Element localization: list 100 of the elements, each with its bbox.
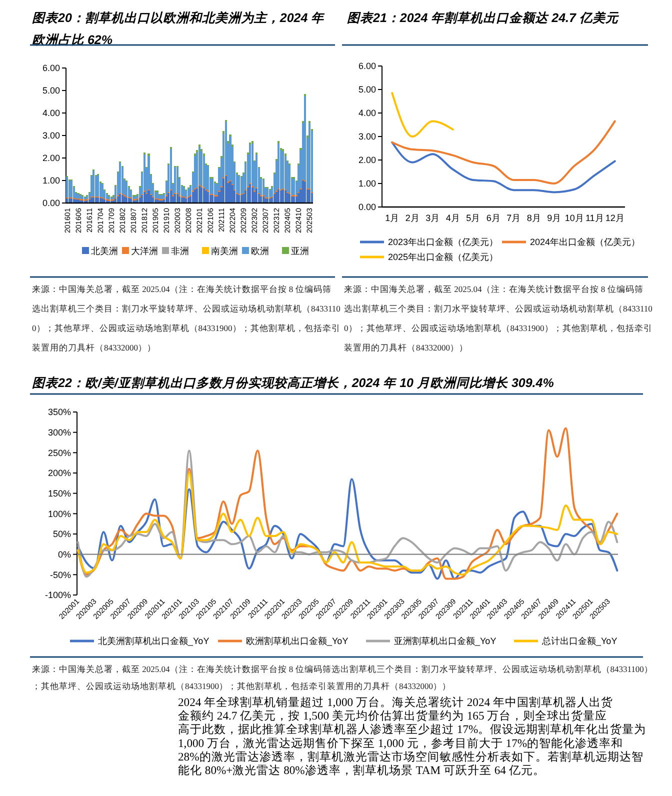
bar xyxy=(273,194,276,203)
y-tick-label: 2.00 xyxy=(42,153,60,164)
y-tick-label: 0.00 xyxy=(42,198,60,208)
chart-title: 图表21：2024 年割草机出口金额达 24.7 亿美元 xyxy=(347,10,620,25)
bar xyxy=(229,136,232,180)
bar xyxy=(106,194,108,200)
bar xyxy=(310,192,313,203)
y-tick-label: 200% xyxy=(48,468,71,478)
bar xyxy=(194,190,196,203)
bar xyxy=(262,179,264,196)
y-tick-label: 4.00 xyxy=(42,108,60,118)
bar xyxy=(308,123,311,188)
bar xyxy=(143,154,146,191)
bar xyxy=(249,144,252,183)
bar xyxy=(202,156,205,188)
bar xyxy=(212,178,214,194)
x-tick-label: 8月 xyxy=(526,213,541,223)
bar xyxy=(242,194,244,203)
source-note: 来源：中国海关总署，截至 2025.04（注：在海关统计数据平台按 8 位编码筛选出割草机三个类目：割刀水平旋转草坪、公园或运动场机动割草机（84331100）；其他草坪、公园或运动场地割草机（84331900）；其他割草机，包括牵引装置用的刀具杆（84332000）） xyxy=(344,284,652,352)
bar xyxy=(280,190,282,203)
bar xyxy=(284,190,286,203)
bar xyxy=(246,187,249,203)
bar xyxy=(205,190,208,203)
bar xyxy=(286,192,289,203)
bar xyxy=(236,194,238,203)
y-tick-label: 150% xyxy=(48,488,71,498)
bar xyxy=(209,195,212,203)
bar xyxy=(68,180,70,198)
bar xyxy=(119,194,122,203)
bar xyxy=(276,192,278,203)
bar xyxy=(231,185,234,203)
bar xyxy=(278,190,280,203)
bar xyxy=(170,190,172,203)
bar xyxy=(284,156,286,190)
bar xyxy=(101,184,104,198)
bar xyxy=(176,167,178,193)
y-tick-label: 350% xyxy=(48,407,71,418)
bar xyxy=(224,176,227,203)
y-tick-label: 2.00 xyxy=(358,155,376,166)
bar xyxy=(185,190,188,198)
line-series xyxy=(391,141,616,194)
bar xyxy=(218,192,220,203)
x-tick-label: 6月 xyxy=(486,213,500,223)
bar xyxy=(192,192,194,203)
bar xyxy=(202,188,205,203)
x-tick-label: 4月 xyxy=(446,213,460,223)
legend-label: 2025年出口金额（亿美元） xyxy=(388,252,498,262)
bar xyxy=(70,180,73,198)
bar xyxy=(97,174,100,196)
y-tick-label: 0% xyxy=(58,549,71,560)
bar xyxy=(196,188,198,203)
x-tick-label: 3月 xyxy=(426,213,440,223)
y-tick-label: 4.00 xyxy=(358,108,376,118)
bar xyxy=(79,195,82,200)
bar xyxy=(176,194,178,203)
x-tick-label: 1月 xyxy=(385,213,400,223)
legend-label: 2024年出口金额（亿美元） xyxy=(530,237,640,248)
x-tick-label: 2月 xyxy=(405,213,420,223)
bar xyxy=(300,148,302,150)
legend-label: 欧洲割草机出口金额_YoY xyxy=(246,636,348,646)
bar xyxy=(194,156,196,188)
bar xyxy=(119,162,122,193)
y-tick-label: 250% xyxy=(48,448,71,458)
bar xyxy=(298,192,300,203)
bar xyxy=(174,167,176,193)
bar xyxy=(278,143,280,188)
bar xyxy=(200,151,203,186)
line-series xyxy=(391,120,616,184)
x-tick-label: 5月 xyxy=(466,213,480,223)
x-tick-label: 9月 xyxy=(547,213,562,223)
bar xyxy=(158,195,161,200)
legend-label: 南美洲 xyxy=(211,246,238,256)
bar xyxy=(244,190,247,203)
bar xyxy=(174,194,176,203)
bar xyxy=(198,186,200,203)
x-tick-label: 7月 xyxy=(506,213,521,223)
bar xyxy=(168,192,170,203)
legend-label: 总计出口金额_YoY xyxy=(541,636,618,646)
chart-title: 图表22：欧/美/亚割草机出口多数月份实现较高正增长，2024 年 10 月欧洲同比增长 309.4% xyxy=(32,375,554,390)
legend-label: 亚洲 xyxy=(291,246,309,256)
bar xyxy=(251,187,254,203)
bar xyxy=(141,195,144,203)
bar xyxy=(238,176,240,194)
bar xyxy=(66,177,68,198)
x-tick-label: 10月 xyxy=(564,213,584,223)
bar xyxy=(200,187,203,203)
bar xyxy=(238,195,240,203)
bar xyxy=(251,143,254,186)
bar xyxy=(256,188,258,203)
source-note: 来源：中国海关总署，截至 2025.04（注：在海关统计数据平台按 8 位编码筛选出割草机三个类目：割刀水平旋转草坪、公园或运动场机动割草机（84331100）；其他草坪、公园或运动场地割草机（84331900）；其他割草机，包括牵引装置用的刀具杆（84332000）） xyxy=(32,284,340,352)
y-tick-label: 3.00 xyxy=(42,130,60,141)
y-tick-label: 50% xyxy=(52,529,71,540)
bar xyxy=(130,190,132,198)
bar xyxy=(229,134,232,137)
bar xyxy=(222,178,225,203)
bar xyxy=(214,182,216,196)
y-tick-label: 5.00 xyxy=(358,84,376,95)
bar xyxy=(253,192,256,203)
bar xyxy=(77,194,80,198)
source-note: 来源：中国海关总署，截至 2025.04（注：在海关统计数据平台按 8 位编码筛选出割草机三个类目：割刀水平旋转草坪、公园或运动场机动割草机（84331100）；其他草坪、公园或运动场地割草机（84331900）；其他割草机，包括牵引装置用的刀具杆（84332000）） xyxy=(32,664,653,691)
